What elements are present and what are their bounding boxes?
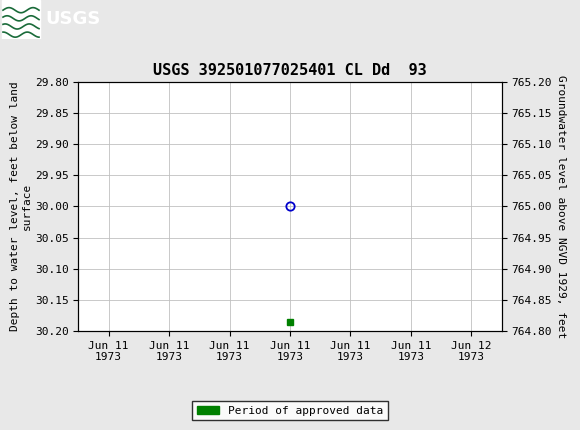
Title: USGS 392501077025401 CL Dd  93: USGS 392501077025401 CL Dd 93 xyxy=(153,63,427,78)
Bar xyxy=(2,0,40,39)
Y-axis label: Depth to water level, feet below land
surface: Depth to water level, feet below land su… xyxy=(10,82,32,331)
Y-axis label: Groundwater level above NGVD 1929, feet: Groundwater level above NGVD 1929, feet xyxy=(556,75,566,338)
Text: USGS: USGS xyxy=(45,10,100,28)
Legend: Period of approved data: Period of approved data xyxy=(193,401,387,420)
